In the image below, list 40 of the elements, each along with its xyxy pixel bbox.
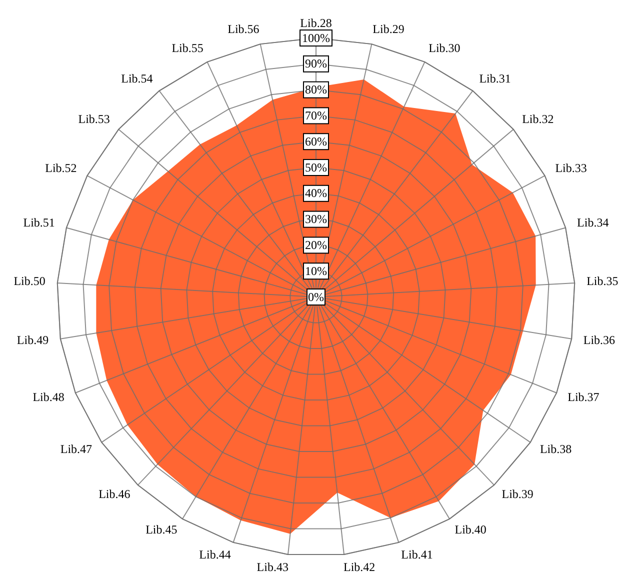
spoke-label: Lib.56 (228, 22, 260, 36)
spoke-label: Lib.53 (78, 112, 110, 126)
spoke-label: Lib.43 (256, 560, 288, 574)
y-tick-label: 50% (305, 160, 327, 174)
spoke-label: Lib.46 (98, 486, 130, 501)
spoke-label: Lib.28 (300, 16, 332, 30)
spoke-label: Lib.45 (146, 522, 178, 537)
y-tick-label: 70% (305, 108, 327, 122)
spoke-label: Lib.39 (502, 486, 534, 501)
y-tick-label: 90% (305, 56, 327, 71)
spoke-label: Lib.55 (172, 40, 204, 55)
spoke-label: Lib.30 (428, 40, 460, 55)
y-tick-label: 20% (305, 238, 327, 252)
y-tick-label: 60% (305, 134, 327, 148)
spoke-label: Lib.51 (23, 216, 55, 230)
spoke-label: Lib.42 (344, 560, 376, 574)
y-tick-label: 100% (302, 30, 330, 45)
spoke-label: Lib.40 (454, 522, 486, 537)
spoke-label: Lib.35 (586, 274, 618, 288)
spoke-label: Lib.47 (60, 442, 92, 456)
spoke-label: Lib.44 (199, 547, 231, 562)
spoke-label: Lib.49 (16, 332, 49, 347)
spoke-label: Lib.41 (401, 547, 433, 562)
spoke-label: Lib.36 (583, 332, 616, 347)
y-tick-label: 40% (305, 186, 327, 200)
y-tick-label: 0% (308, 290, 324, 304)
spoke-label: Lib.34 (577, 216, 609, 230)
y-tick-label: 10% (305, 264, 327, 278)
spoke-label: Lib.50 (14, 274, 46, 288)
spoke-label: Lib.52 (45, 160, 77, 175)
spoke-label: Lib.29 (372, 22, 404, 36)
spoke-label: Lib.38 (540, 442, 572, 456)
spoke-label: Lib.54 (121, 71, 153, 86)
spoke-label: Lib.37 (568, 390, 600, 404)
spoke-label: Lib.48 (32, 390, 64, 404)
y-tick-label: 80% (305, 82, 327, 97)
spoke-label: Lib.33 (555, 160, 587, 175)
spoke-label: Lib.32 (522, 112, 554, 126)
y-tick-label: 30% (305, 212, 327, 226)
spoke-label: Lib.31 (479, 71, 511, 86)
